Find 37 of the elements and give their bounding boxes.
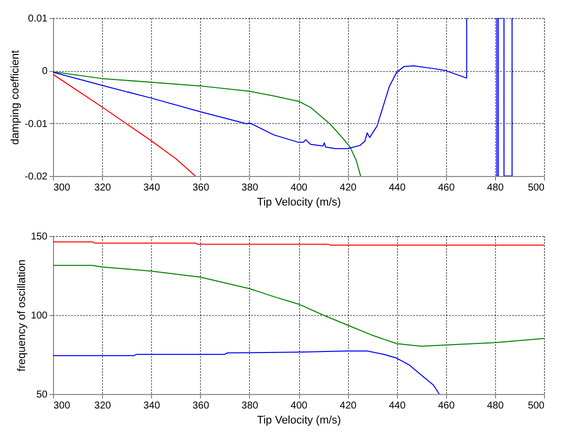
x-tick-label: 420 xyxy=(340,182,357,194)
y-tick-label: -0.01 xyxy=(24,118,48,130)
x-tick-label: 320 xyxy=(94,400,112,412)
x-tick-label: 320 xyxy=(94,182,112,194)
line-series xyxy=(53,264,544,347)
x-tick-label: 420 xyxy=(340,400,357,412)
x-tick-label: 380 xyxy=(242,182,259,194)
x-axis-title: Tip Velocity (m/s) xyxy=(257,414,341,426)
x-tick-label: 400 xyxy=(290,182,308,194)
x-tick-label: 380 xyxy=(242,400,259,412)
x-tick-label: 340 xyxy=(143,182,160,194)
x-tick-label: 440 xyxy=(388,182,406,194)
x-tick-label: 440 xyxy=(388,400,406,412)
x-tick-label: 360 xyxy=(192,400,210,412)
x-axis-title: Tip Velocity (m/s) xyxy=(257,196,341,208)
x-tick-label: 360 xyxy=(192,182,210,194)
x-tick-label: 300 xyxy=(54,182,71,194)
y-tick-label: 0 xyxy=(42,66,48,78)
x-tick-label: 480 xyxy=(487,400,504,412)
x-tick-label: 340 xyxy=(143,400,160,412)
x-tick-label: 300 xyxy=(54,400,71,412)
x-tick-label: 500 xyxy=(528,182,545,194)
x-tick-label: 500 xyxy=(528,400,545,412)
y-tick-label: -0.02 xyxy=(24,172,48,182)
x-tick-label: 460 xyxy=(438,182,456,194)
x-tick-label: 400 xyxy=(290,400,308,412)
line-series xyxy=(53,71,362,176)
line-series xyxy=(53,74,196,176)
y-tick-label: 50 xyxy=(36,390,48,400)
x-tick-label: 460 xyxy=(438,400,456,412)
line-series xyxy=(53,350,440,394)
x-tick-label: 480 xyxy=(487,182,504,194)
y-tick-label: 0.01 xyxy=(28,14,48,24)
y-tick-label: 150 xyxy=(30,232,48,242)
y-axis-title: frequency of oscillation xyxy=(16,260,28,372)
y-tick-label: 100 xyxy=(30,310,48,322)
y-axis-title: damping coefficient xyxy=(10,50,22,145)
